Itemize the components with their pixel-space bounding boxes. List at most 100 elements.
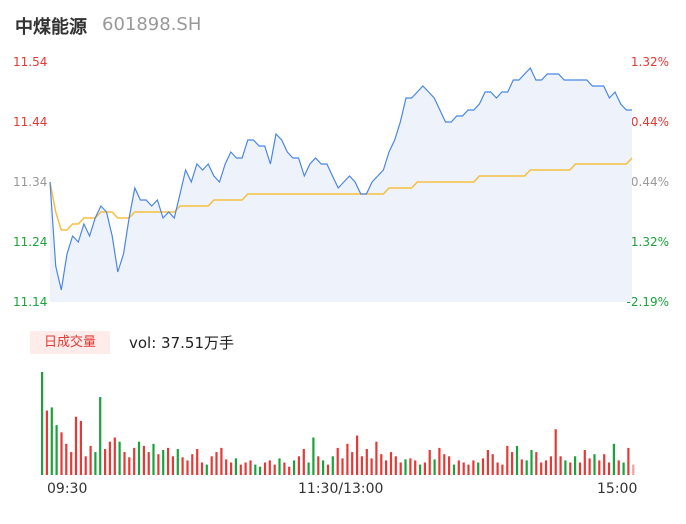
- volume-bar: [544, 460, 548, 475]
- volume-bar: [356, 435, 359, 475]
- volume-bar: [171, 456, 174, 475]
- volume-bar: [326, 464, 330, 475]
- volume-bar: [55, 425, 58, 475]
- volume-bar: [346, 443, 349, 475]
- volume-bar: [225, 459, 228, 475]
- volume-bar: [137, 441, 141, 475]
- volume-bar: [108, 441, 111, 475]
- volume-bar: [549, 456, 552, 475]
- volume-bar: [254, 464, 257, 475]
- y-tick-right: -1.32%: [626, 235, 669, 249]
- y-tick-left: 11.44: [13, 115, 48, 129]
- volume-bar: [293, 460, 296, 475]
- volume-bar: [312, 437, 315, 475]
- volume-bar: [167, 447, 170, 475]
- volume-bar: [457, 460, 460, 475]
- y-tick-left: 11.54: [13, 55, 48, 69]
- volume-bar: [564, 460, 567, 475]
- volume-bar: [423, 462, 426, 475]
- volume-tag: 日成交量: [30, 331, 110, 354]
- y-tick-left: 11.34: [13, 175, 48, 189]
- volume-bar: [297, 456, 300, 475]
- volume-bar: [84, 456, 87, 475]
- volume-bar: [588, 458, 591, 475]
- volume-bar: [603, 454, 606, 475]
- volume-bar: [438, 447, 441, 475]
- volume-bar: [239, 464, 242, 475]
- volume-bar: [273, 464, 276, 475]
- volume-bar: [45, 410, 48, 475]
- volume-bar: [220, 447, 223, 475]
- volume-bar: [215, 452, 218, 475]
- volume-bar: [94, 452, 97, 475]
- volume-bar: [380, 454, 383, 475]
- volume-bar: [593, 454, 596, 475]
- volume-bar: [452, 464, 456, 475]
- volume-bar: [263, 462, 267, 475]
- y-tick-right: 0.44%: [630, 115, 669, 129]
- x-tick-open: 09:30: [47, 481, 88, 497]
- volume-bar: [501, 464, 504, 475]
- volume-bar: [128, 457, 131, 475]
- y-tick-left: 11.14: [13, 295, 48, 309]
- volume-bar: [60, 432, 63, 475]
- volume-bar: [443, 454, 446, 475]
- volume-bar: [205, 464, 208, 475]
- stock-name: 中煤能源: [15, 17, 87, 38]
- volume-bar: [65, 443, 68, 475]
- volume-bar: [481, 458, 485, 475]
- volume-bar: [622, 462, 625, 475]
- volume-bar: [99, 397, 102, 475]
- volume-bar: [133, 447, 136, 475]
- volume-bar: [336, 447, 339, 475]
- volume-bar: [41, 372, 44, 475]
- volume-bar: [515, 445, 519, 475]
- volume-bar: [176, 449, 179, 475]
- volume-bar: [341, 458, 344, 475]
- volume-bar: [307, 462, 310, 475]
- volume-bar: [152, 443, 155, 475]
- volume-bar: [288, 466, 291, 475]
- volume-bar: [520, 459, 523, 475]
- volume-bar: [583, 450, 586, 475]
- volume-bar: [322, 460, 325, 475]
- volume-bar: [370, 458, 373, 475]
- volume-bar: [525, 460, 528, 475]
- volume-bar: [506, 445, 509, 475]
- volume-bar: [409, 458, 412, 475]
- volume-bar: [540, 462, 543, 475]
- volume-bar: [360, 456, 363, 475]
- volume-bar: [627, 447, 630, 475]
- volume-bar: [598, 460, 601, 475]
- volume-bar: [113, 437, 116, 475]
- volume-bar: [104, 449, 107, 475]
- x-tick-close: 15:00: [597, 481, 638, 497]
- volume-bar: [578, 462, 582, 475]
- volume-bar: [419, 464, 422, 475]
- volume-bar: [472, 460, 475, 475]
- volume-bar: [230, 462, 233, 475]
- volume-bar: [574, 456, 577, 475]
- volume-bar: [351, 452, 354, 475]
- volume-bar: [399, 462, 402, 475]
- volume-bar: [249, 460, 252, 475]
- volume-bar: [617, 460, 620, 475]
- volume-bar: [365, 449, 368, 475]
- volume-bar: [569, 462, 572, 475]
- volume-bar: [147, 452, 150, 475]
- y-tick-right: -0.44%: [626, 175, 669, 189]
- volume-bar: [607, 462, 611, 475]
- average-price-line: [49, 157, 633, 231]
- volume-bar: [268, 460, 271, 475]
- volume-bar: [462, 462, 465, 475]
- volume-bar: [259, 466, 262, 475]
- volume-bar: [317, 456, 320, 475]
- volume-bar: [404, 459, 407, 475]
- volume-bar: [331, 456, 334, 475]
- volume-bar: [612, 443, 615, 475]
- volume-bar: [142, 445, 145, 475]
- volume-bar: [196, 449, 199, 475]
- volume-bar: [70, 452, 73, 475]
- volume-bar: [50, 407, 53, 475]
